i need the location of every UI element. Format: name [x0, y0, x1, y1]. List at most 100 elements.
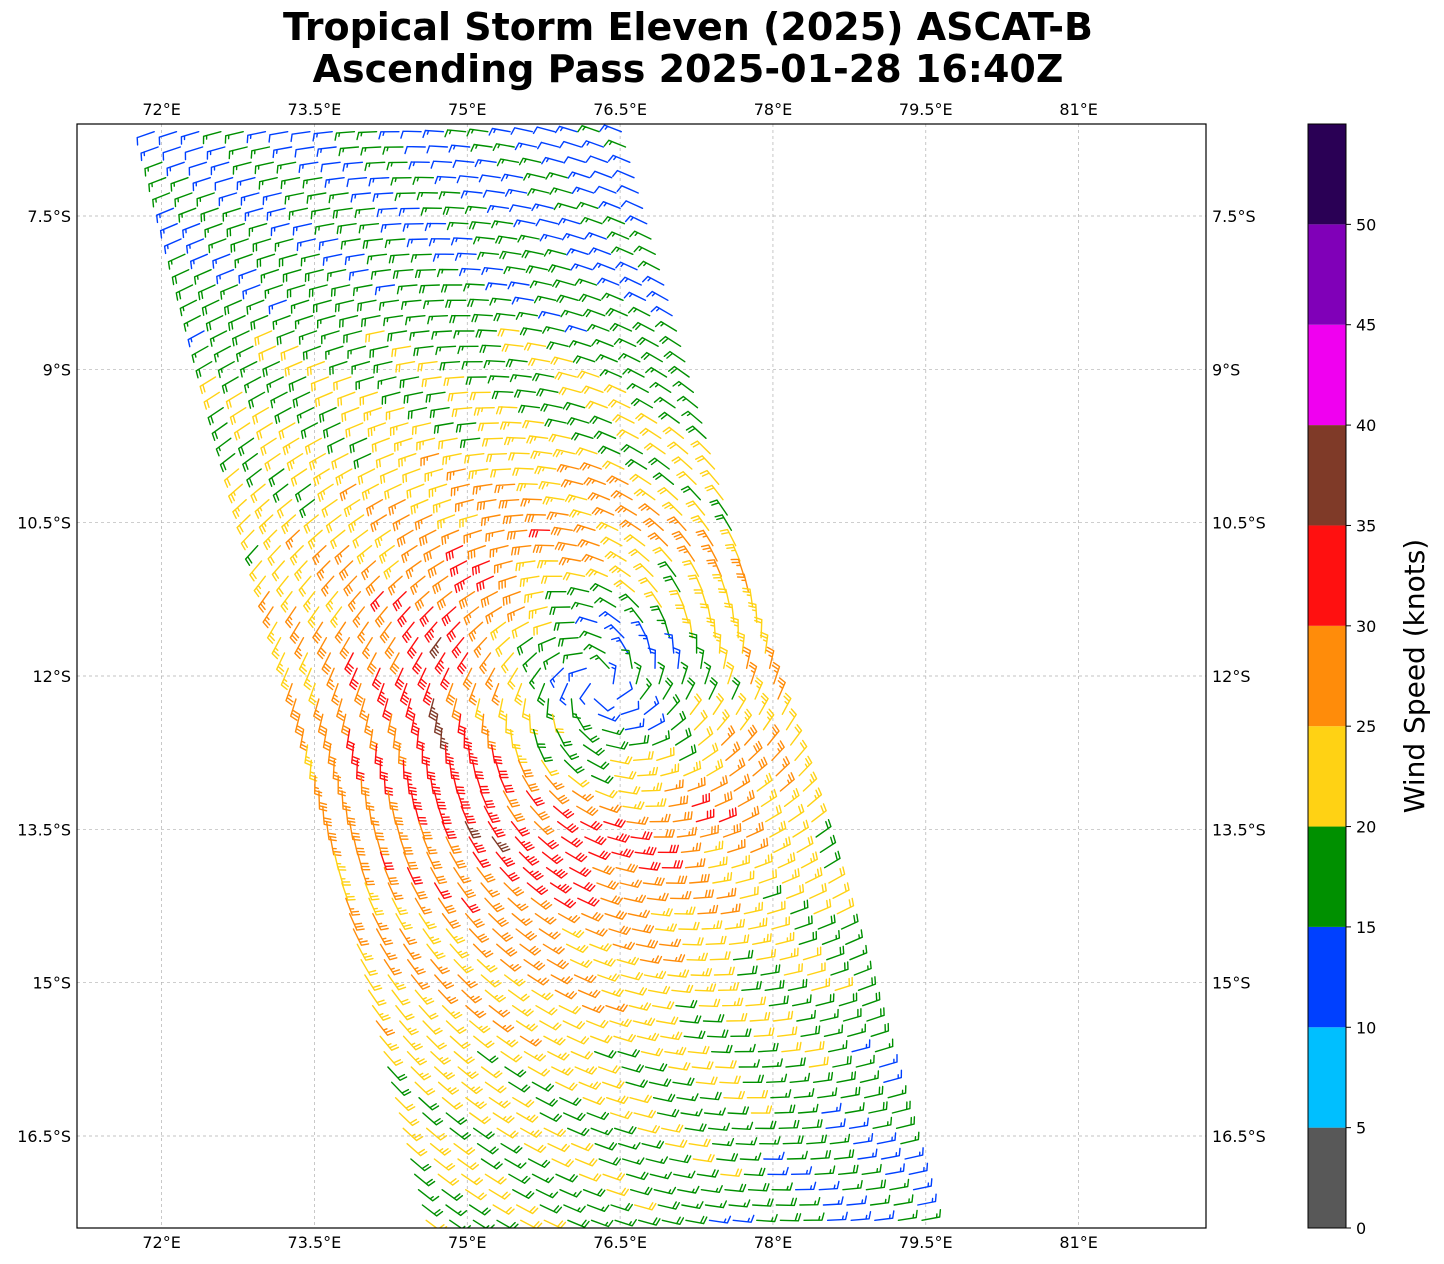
- wind-barb: [564, 325, 588, 333]
- wind-barb: [720, 903, 741, 915]
- wind-barb: [539, 1204, 563, 1214]
- wind-barb: [302, 345, 322, 361]
- wind-barb: [558, 557, 582, 566]
- wind-barb: [445, 1112, 468, 1125]
- wind-barb: [921, 1209, 942, 1221]
- wind-barb: [724, 918, 745, 930]
- wind-barb: [468, 836, 487, 854]
- wind-barb: [771, 740, 785, 761]
- wind-barb: [457, 882, 476, 899]
- wind-barb: [506, 529, 528, 540]
- wind-barb: [505, 358, 528, 368]
- wind-barb: [895, 1116, 916, 1129]
- wind-barb: [773, 836, 791, 853]
- wind-barb: [492, 1020, 515, 1033]
- wind-barb: [170, 177, 189, 192]
- wind-barb: [673, 1170, 696, 1179]
- wind-barb: [570, 1051, 594, 1060]
- wind-barb: [862, 991, 881, 1007]
- wind-barb: [199, 376, 217, 395]
- wind-barb: [908, 1162, 929, 1175]
- wind-barb: [733, 773, 751, 792]
- wind-barb: [579, 462, 602, 471]
- wind-barb: [244, 545, 259, 566]
- wind-barb: [749, 1011, 771, 1022]
- wind-barb: [499, 250, 522, 260]
- wind-barb: [532, 544, 555, 554]
- wind-barb: [483, 805, 501, 823]
- wind-barb: [289, 545, 304, 566]
- wind-barb: [380, 223, 402, 233]
- wind-barb: [491, 220, 514, 229]
- wind-barb: [391, 345, 412, 358]
- wind-barb: [503, 882, 525, 897]
- wind-barb: [422, 129, 445, 139]
- wind-barb: [498, 499, 520, 509]
- wind-barb: [363, 407, 382, 422]
- wind-barb: [214, 177, 234, 191]
- wind-barb: [592, 865, 615, 875]
- wind-barb: [210, 161, 230, 176]
- wind-barb: [785, 1057, 806, 1068]
- wind-barb: [531, 203, 554, 212]
- wind-barb: [531, 989, 554, 1001]
- wind-barb: [399, 683, 410, 706]
- wind-barb: [687, 776, 706, 792]
- wind-barb: [288, 376, 307, 393]
- wind-barb: [716, 709, 730, 731]
- wind-barb: [492, 143, 515, 151]
- wind-barb: [480, 882, 500, 898]
- wind-barb: [434, 974, 455, 990]
- wind-barb: [414, 897, 433, 915]
- wind-barb: [375, 453, 394, 469]
- wind-barb: [448, 759, 460, 780]
- wind-barb: [477, 1051, 499, 1064]
- wind-barb: [551, 713, 565, 734]
- wind-barb: [599, 369, 623, 378]
- wind-barb: [234, 253, 253, 269]
- wind-barb: [379, 759, 388, 781]
- wind-barb: [429, 637, 442, 659]
- wind-barb: [508, 1081, 531, 1093]
- wind-barb: [851, 1039, 871, 1053]
- wind-barb: [441, 1005, 463, 1019]
- wind-barb: [356, 943, 374, 961]
- wind-barb: [715, 1060, 737, 1069]
- wind-barb: [694, 983, 717, 992]
- wind-barb: [803, 1212, 825, 1221]
- wind-barb: [519, 943, 542, 956]
- wind-barb: [477, 422, 499, 432]
- wind-barb: [306, 361, 325, 376]
- wind-barb: [482, 189, 505, 198]
- wind-barb: [441, 606, 457, 627]
- wind-barb: [387, 575, 403, 596]
- wind-barb: [321, 652, 332, 675]
- wind-barb: [341, 713, 351, 737]
- wind-barb: [553, 202, 577, 211]
- wind-barb: [685, 1215, 708, 1225]
- wind-barb: [850, 1211, 872, 1221]
- wind-barb: [614, 505, 637, 516]
- wind-barb: [619, 276, 642, 286]
- wind-barb: [580, 216, 603, 225]
- wind-barb: [376, 207, 398, 218]
- wind-barb: [742, 587, 754, 608]
- wind-barb: [410, 253, 432, 263]
- wind-barb: [555, 729, 573, 747]
- wind-barb: [572, 790, 594, 802]
- wind-barb: [480, 514, 501, 527]
- wind-barb: [872, 1116, 893, 1129]
- wind-barb: [686, 952, 708, 961]
- wind-barb: [615, 863, 638, 873]
- wind-barb: [879, 1054, 898, 1068]
- wind-barb: [500, 1143, 523, 1154]
- wind-barb: [725, 543, 741, 562]
- wind-barb: [568, 340, 592, 348]
- wind-barb: [276, 652, 286, 675]
- wind-barb: [481, 713, 490, 736]
- wind-barb: [349, 667, 359, 691]
- x-tick-label-bottom: 81°E: [1059, 1233, 1097, 1252]
- wind-barb: [684, 858, 706, 869]
- wind-barb: [571, 1143, 594, 1152]
